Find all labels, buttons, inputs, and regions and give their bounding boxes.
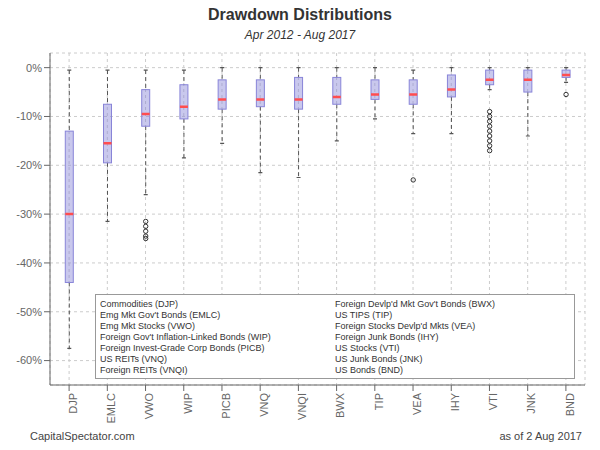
svg-text:JNK: JNK: [525, 392, 537, 413]
html-text:CapitalSpectator.com: CapitalSpectator.com: [30, 430, 135, 442]
svg-text:-30%: -30%: [16, 208, 42, 220]
html-text:US TIPS (TIP): US TIPS (TIP): [335, 310, 393, 320]
html-text:Foreign Gov't Inflation-Linked: Foreign Gov't Inflation-Linked Bonds (WI…: [100, 332, 271, 342]
html-text:Apr 2012 - Aug 2017: Apr 2012 - Aug 2017: [244, 28, 356, 42]
svg-text:VWO: VWO: [143, 393, 155, 420]
svg-text:BND: BND: [564, 393, 576, 416]
html-text:Emg Mkt Gov't Bonds (EMLC): Emg Mkt Gov't Bonds (EMLC): [100, 310, 221, 320]
svg-text:EMLC: EMLC: [105, 393, 117, 424]
svg-text:-20%: -20%: [16, 159, 42, 171]
svg-text:DJP: DJP: [67, 393, 79, 414]
html-text:Foreign Invest-Grade Corp Bond: Foreign Invest-Grade Corp Bonds (PICB): [100, 343, 265, 353]
svg-text:-60%: -60%: [16, 354, 42, 366]
html-text:Emg Mkt Stocks (VWO): Emg Mkt Stocks (VWO): [100, 321, 195, 331]
svg-text:IHY: IHY: [449, 392, 461, 411]
svg-text:VNQI: VNQI: [296, 393, 308, 420]
svg-text:-40%: -40%: [16, 257, 42, 269]
html-text:Foreign Stocks Devlp'd Mkts (V: Foreign Stocks Devlp'd Mkts (VEA): [335, 321, 476, 331]
html-text:Foreign Devlp'd Mkt Gov't Bond: Foreign Devlp'd Mkt Gov't Bonds (BWX): [335, 299, 495, 309]
svg-text:0%: 0%: [26, 62, 42, 74]
html-text:US REITs (VNQ): US REITs (VNQ): [100, 354, 167, 364]
svg-text:VEA: VEA: [411, 392, 423, 415]
svg-text:-10%: -10%: [16, 110, 42, 122]
svg-text:PICB: PICB: [220, 393, 232, 419]
svg-text:VTI: VTI: [487, 393, 499, 410]
html-text:Drawdown Distributions: Drawdown Distributions: [208, 6, 392, 23]
svg-text:TIP: TIP: [373, 393, 385, 410]
svg-text:BWX: BWX: [334, 392, 346, 418]
html-text:Foreign REITs (VNQI): Foreign REITs (VNQI): [100, 365, 188, 375]
html-text:Commodities (DJP): Commodities (DJP): [100, 299, 178, 309]
svg-text:VNQ: VNQ: [258, 393, 270, 417]
html-text:Foreign Junk Bonds (IHY): Foreign Junk Bonds (IHY): [335, 332, 439, 342]
svg-text:-50%: -50%: [16, 306, 42, 318]
svg-text:WIP: WIP: [182, 393, 194, 414]
html-text:US Stocks (VTI): US Stocks (VTI): [335, 343, 400, 353]
html-text:US Bonds (BND): US Bonds (BND): [335, 365, 403, 375]
html-text:as of 2 Aug 2017: as of 2 Aug 2017: [499, 430, 582, 442]
html-text:US Junk Bonds (JNK): US Junk Bonds (JNK): [335, 354, 423, 364]
